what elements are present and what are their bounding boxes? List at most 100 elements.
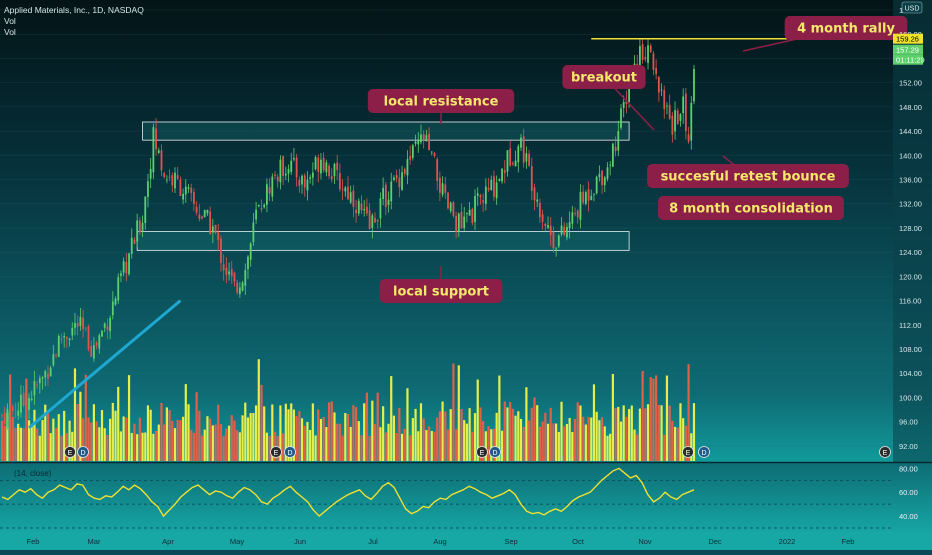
volume-bar <box>195 392 198 461</box>
volume-bar <box>484 431 487 461</box>
volume-bar <box>444 411 447 461</box>
volume-bar <box>184 384 187 461</box>
volume-bar <box>582 416 585 461</box>
volume-bar <box>260 384 263 461</box>
annotation-text: 4 month rally <box>797 22 895 37</box>
time-tick-label: Oct <box>572 537 585 546</box>
candle-body <box>611 143 614 167</box>
candle-body <box>649 45 652 53</box>
candle-body <box>174 172 176 189</box>
candle-body <box>90 345 93 357</box>
event-marker-dividend[interactable] <box>284 446 296 458</box>
volume-bar <box>600 417 604 461</box>
volume-bar <box>479 407 482 461</box>
event-marker-dividend[interactable] <box>77 446 89 458</box>
volume-bar <box>90 422 93 461</box>
volume-bar <box>282 433 285 461</box>
event-marker-dividend[interactable] <box>698 446 710 458</box>
currency-badge[interactable] <box>901 1 923 14</box>
volume-bar <box>500 430 504 461</box>
volume-bar <box>368 435 371 461</box>
volume-bar <box>190 430 193 461</box>
volume-bar <box>0 420 4 461</box>
candle-body <box>279 159 282 183</box>
candle-body <box>71 327 74 336</box>
price-tick-label: 148.00 <box>899 103 922 112</box>
price-tick-label: 108.00 <box>899 345 922 354</box>
candle-body <box>293 158 295 160</box>
event-marker-earnings[interactable] <box>879 446 891 458</box>
volume-bar <box>244 402 247 461</box>
candle-body <box>95 342 98 346</box>
event-marker-earnings[interactable] <box>476 446 488 458</box>
candle-body <box>539 202 541 218</box>
event-marker-earnings[interactable] <box>64 446 76 458</box>
volume-bar <box>149 409 152 461</box>
volume-bar <box>44 404 47 461</box>
volume-bar <box>168 410 171 461</box>
volume-bar <box>573 418 577 461</box>
candle-body <box>590 196 593 200</box>
candle-body <box>103 323 106 328</box>
volume-bar <box>438 411 441 461</box>
volume-bar <box>660 405 663 461</box>
candle-body <box>520 137 522 148</box>
candle-body <box>352 190 355 207</box>
volume-bar <box>27 420 31 461</box>
current-price-badge[interactable] <box>893 44 923 55</box>
volume-bar <box>560 401 563 461</box>
candle-body <box>33 380 36 396</box>
volume-bar <box>390 376 393 461</box>
candle-body <box>233 272 236 282</box>
event-marker-letter: D <box>492 450 497 457</box>
time-axis[interactable]: Feb Mar Apr May Jun Jul Aug Sep Oct Nov Dec 2022 Feb <box>27 537 855 546</box>
candle-body <box>628 81 631 103</box>
volume-bar <box>57 414 60 461</box>
volume-bar <box>617 406 620 461</box>
volume-bar <box>690 433 693 461</box>
candle-body <box>257 204 260 207</box>
volume-bar <box>157 424 160 461</box>
candle-body <box>303 175 306 188</box>
candle-body <box>198 214 201 219</box>
volume-bar <box>511 408 514 461</box>
annotation-text: breakout <box>571 71 637 86</box>
candle-body <box>476 193 479 196</box>
volume-bar <box>152 433 155 461</box>
volume-bar <box>433 431 436 461</box>
candle-body <box>122 261 125 273</box>
volume-bar <box>238 432 241 461</box>
volume-bar <box>333 412 336 461</box>
countdown-badge[interactable] <box>893 54 923 65</box>
volume-bar <box>279 405 282 461</box>
last-price-badge[interactable] <box>893 33 923 44</box>
event-marker-letter: D <box>287 450 292 457</box>
volume-bar <box>614 408 617 461</box>
volume-bar <box>227 425 231 461</box>
volume-bar <box>311 403 314 461</box>
candle-body <box>222 264 225 271</box>
volume-bar <box>171 420 174 461</box>
volume-bar <box>568 418 571 461</box>
volume-bar <box>71 431 74 461</box>
candle-body <box>101 330 103 337</box>
event-marker-earnings[interactable] <box>682 446 694 458</box>
event-marker-dividend[interactable] <box>489 446 501 458</box>
candle-body <box>133 239 136 244</box>
event-marker-earnings[interactable] <box>270 446 282 458</box>
price-tick-label: 140.00 <box>899 151 922 160</box>
volume-bar <box>303 425 306 461</box>
volume-bar <box>490 429 493 461</box>
volume-bar <box>163 424 166 461</box>
candle-body <box>206 209 209 214</box>
volume-bar <box>644 408 647 461</box>
candle-body <box>603 177 606 186</box>
volume-bar <box>319 418 323 461</box>
volume-bar <box>584 424 587 461</box>
candle-body <box>409 156 412 160</box>
volume-bar <box>252 412 255 461</box>
candle-body <box>376 219 379 222</box>
candle-body <box>314 157 317 170</box>
